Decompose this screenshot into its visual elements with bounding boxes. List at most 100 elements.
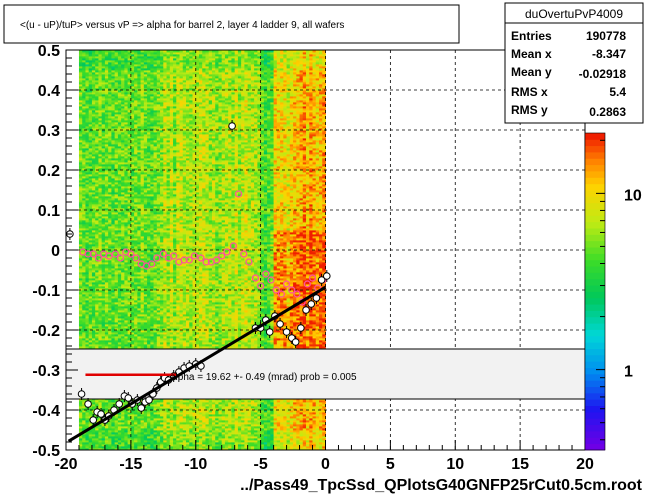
heatmap-cell [114,96,119,99]
heatmap-cell [91,170,96,173]
heatmap-cell [111,88,116,91]
heatmap-cell [82,344,86,347]
heatmap-cell [78,404,83,407]
heatmap-cell [134,68,138,71]
heatmap-cell [140,316,145,319]
heatmap-cell [78,230,83,233]
heatmap-cell [95,196,99,199]
heatmap-cell [95,126,99,129]
heatmap-cell [98,100,103,103]
heatmap-cell [88,158,93,161]
heatmap-cell [91,218,96,221]
heatmap-cell [111,430,116,433]
heatmap-cell [140,286,145,289]
heatmap-cell [108,428,112,431]
heatmap-cell [95,426,99,429]
heatmap-cell [78,188,83,191]
heatmap-cell [88,224,93,227]
heatmap-cell [124,144,129,147]
heatmap-cell [137,158,141,161]
heatmap-cell [95,184,99,187]
heatmap-cell [98,312,103,315]
heatmap-cell [114,324,119,327]
heatmap-cell [108,192,112,195]
heatmap-cell [82,206,86,209]
heatmap-cell [85,106,90,109]
heatmap-cell [134,336,138,339]
heatmap-cell [137,238,141,241]
heatmap-cell [88,272,93,275]
heatmap-cell [108,326,112,329]
heatmap-cell [117,86,122,89]
heatmap-cell [82,340,86,343]
heatmap-cell [130,226,135,229]
heatmap-cell [108,290,112,293]
heatmap-cell [137,262,141,265]
heatmap-cell [134,186,138,189]
heatmap-cell [124,74,129,77]
heatmap-cell [91,288,96,291]
heatmap-cell [91,176,96,179]
heatmap-cell [127,260,132,263]
heatmap-cell [140,282,145,285]
heatmap-cell [111,238,116,241]
heatmap-cell [130,294,135,297]
heatmap-cell [85,138,90,141]
heatmap-cell [88,236,93,239]
heatmap-cell [114,58,119,61]
heatmap-cell [130,134,135,137]
heatmap-cell [91,82,96,85]
heatmap-cell [101,102,106,105]
heatmap-cell [82,138,86,141]
heatmap-cell [114,252,119,255]
heatmap-cell [101,428,106,431]
heatmap-cell [108,132,112,135]
heatmap-cell [137,118,141,121]
heatmap-cell [88,192,93,195]
heatmap-cell [85,286,90,289]
heatmap-cell [140,422,145,425]
heatmap-cell [124,442,129,445]
heatmap-cell [140,442,145,445]
heatmap-cell [117,320,122,323]
heatmap-cell [114,272,119,275]
heatmap-cell [101,194,106,197]
heatmap-cell [82,104,86,107]
heatmap-cell [111,300,116,303]
heatmap-cell [124,182,129,185]
heatmap-cell [117,230,122,233]
heatmap-cell [124,402,129,405]
heatmap-cell [78,172,83,175]
heatmap-cell [140,168,145,171]
heatmap-cell [140,428,145,431]
heatmap-cell [137,344,141,347]
heatmap-cell [91,190,96,193]
heatmap-cell [85,62,90,65]
heatmap-cell [95,86,99,89]
heatmap-cell [95,144,99,147]
heatmap-cell [130,434,135,437]
heatmap-cell [117,318,122,321]
heatmap-cell [98,300,103,303]
heatmap-cell [108,292,112,295]
heatmap-cell [85,328,90,331]
heatmap-cell [124,238,129,241]
heatmap-cell [82,428,86,431]
heatmap-cell [91,162,96,165]
heatmap-cell [111,134,116,137]
heatmap-cell [127,198,132,201]
heatmap-cell [82,304,86,307]
heatmap-cell [127,178,132,181]
heatmap-cell [124,136,129,139]
heatmap-cell [127,76,132,79]
heatmap-cell [127,80,132,83]
heatmap-cell [101,258,106,261]
heatmap-cell [82,146,86,149]
heatmap-cell [134,166,138,169]
heatmap-cell [111,416,116,419]
heatmap-cell [124,282,129,285]
heatmap-cell [88,80,93,83]
heatmap-cell [134,250,138,253]
heatmap-cell [101,138,106,141]
heatmap-cell [111,96,116,99]
